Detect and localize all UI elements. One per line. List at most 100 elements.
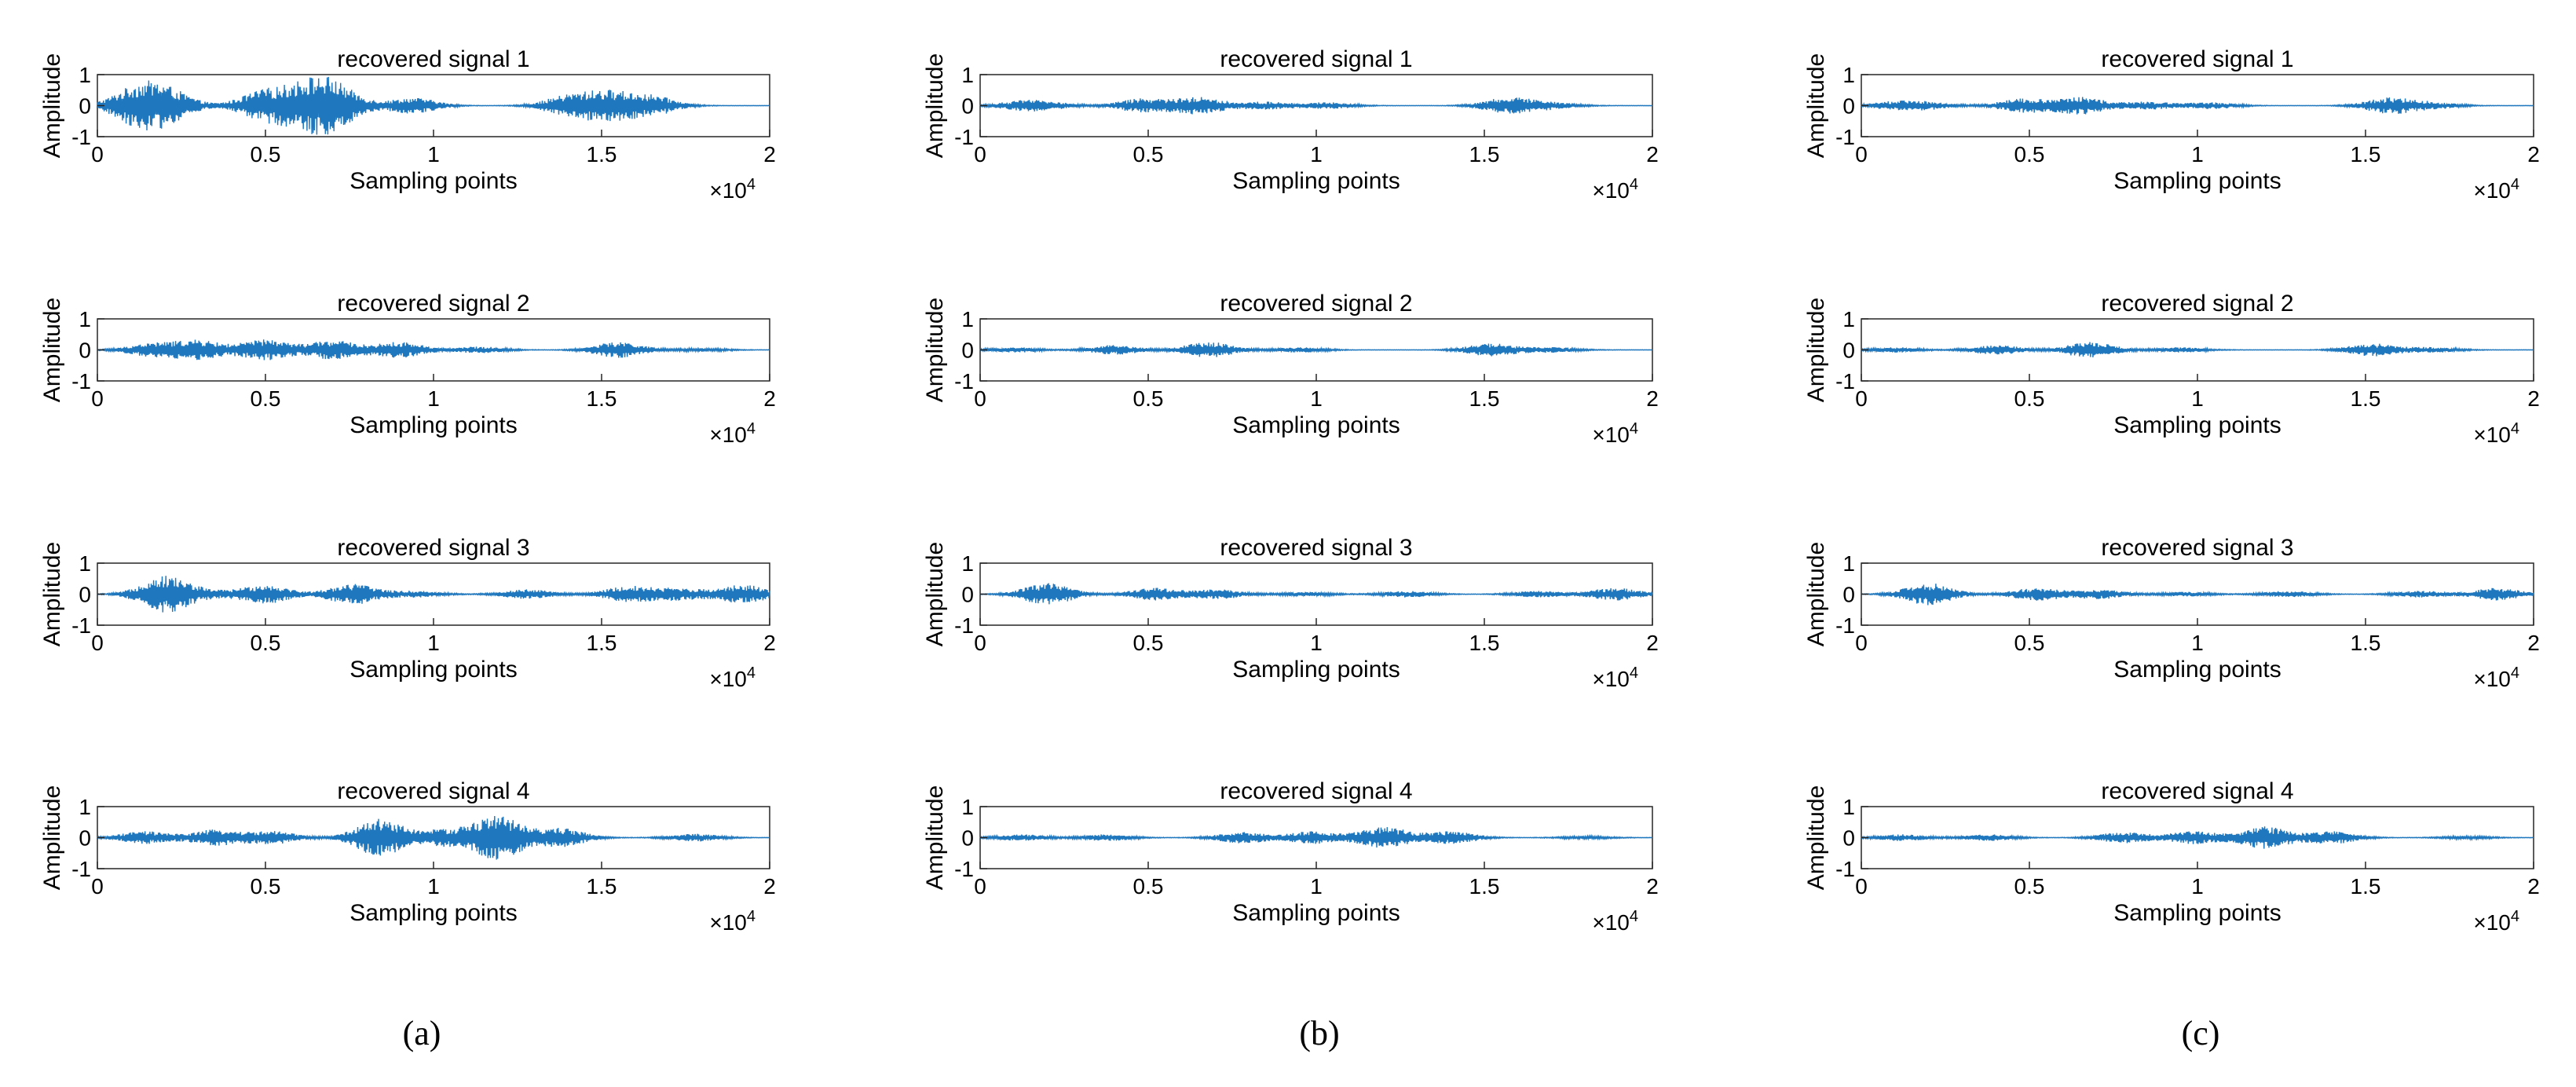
- y-tick-label: 1: [1842, 63, 1855, 87]
- panel-caption-c: (c): [2182, 1014, 2220, 1052]
- x-tick-label: 1: [2191, 386, 2204, 411]
- x-tick-label: 1: [2191, 874, 2204, 899]
- x-tick-label: 1: [427, 631, 440, 655]
- x-axis-label: Sampling points: [1232, 412, 1400, 438]
- signal-waveform: [979, 583, 1653, 605]
- y-tick-label: -1: [71, 369, 91, 393]
- x-exponent-label: ×104: [1592, 176, 1638, 203]
- x-tick-label: 0.5: [251, 631, 281, 655]
- x-tick-label: 2: [1646, 874, 1659, 899]
- x-tick-label: 2: [2527, 142, 2540, 167]
- y-tick-label: -1: [954, 613, 974, 638]
- subplot-title: recovered signal 3: [2101, 535, 2293, 561]
- signal-waveform: [97, 76, 770, 135]
- y-tick-label: 0: [961, 583, 974, 607]
- x-tick-label: 0.5: [2014, 142, 2045, 167]
- x-tick-label: 1.5: [587, 386, 617, 411]
- y-tick-label: 1: [1842, 795, 1855, 819]
- subplot-title: recovered signal 4: [337, 778, 529, 804]
- x-tick-label: 0.5: [1133, 142, 1164, 167]
- x-exponent-label: ×104: [2473, 420, 2519, 447]
- x-tick-label: 1.5: [1469, 874, 1500, 899]
- y-tick-label: -1: [1835, 613, 1855, 638]
- y-tick-label: 0: [79, 583, 91, 607]
- y-tick-label: 0: [79, 339, 91, 363]
- x-tick-label: 0: [91, 874, 104, 899]
- subplot-title: recovered signal 3: [1220, 535, 1412, 561]
- y-tick-label: 1: [961, 307, 974, 331]
- y-tick-label: -1: [71, 613, 91, 638]
- panel-caption-a: (a): [403, 1014, 441, 1052]
- y-axis-label: Amplitude: [922, 542, 948, 646]
- y-tick-label: -1: [954, 369, 974, 393]
- x-tick-label: 0: [91, 142, 104, 167]
- x-tick-label: 1.5: [1469, 631, 1500, 655]
- y-tick-label: 0: [79, 94, 91, 119]
- signal-waveform: [1861, 97, 2534, 115]
- x-tick-label: 2: [2527, 631, 2540, 655]
- x-axis-label: Sampling points: [349, 900, 517, 926]
- x-exponent-label: ×104: [709, 664, 756, 691]
- x-tick-label: 0: [974, 874, 986, 899]
- y-tick-label: 0: [961, 339, 974, 363]
- x-tick-label: 1.5: [587, 142, 617, 167]
- x-tick-label: 0: [91, 631, 104, 655]
- y-axis-label: Amplitude: [1803, 785, 1829, 890]
- y-axis-label: Amplitude: [39, 53, 65, 158]
- y-tick-label: 1: [961, 63, 974, 87]
- y-tick-label: 1: [79, 551, 91, 576]
- y-axis-label: Amplitude: [922, 298, 948, 402]
- x-tick-label: 1.5: [587, 631, 617, 655]
- x-tick-label: 1: [427, 874, 440, 899]
- x-tick-label: 1.5: [2351, 142, 2381, 167]
- subplot-title: recovered signal 1: [2101, 46, 2293, 72]
- x-axis-label: Sampling points: [2113, 412, 2281, 438]
- x-tick-label: 1.5: [2351, 631, 2381, 655]
- x-exponent-label: ×104: [709, 420, 756, 447]
- x-tick-label: 2: [763, 386, 776, 411]
- x-tick-label: 1: [2191, 142, 2204, 167]
- y-tick-label: 1: [79, 63, 91, 87]
- x-tick-label: 2: [2527, 386, 2540, 411]
- y-tick-label: 1: [79, 795, 91, 819]
- x-tick-label: 0.5: [251, 874, 281, 899]
- x-tick-label: 0.5: [2014, 386, 2045, 411]
- x-tick-label: 1.5: [1469, 142, 1500, 167]
- y-tick-label: 0: [961, 826, 974, 851]
- x-tick-label: 0.5: [1133, 874, 1164, 899]
- x-tick-label: 0: [974, 386, 986, 411]
- x-exponent-label: ×104: [2473, 176, 2519, 203]
- subplot-title: recovered signal 4: [1220, 778, 1412, 804]
- signal-waveform: [97, 815, 770, 860]
- y-axis-label: Amplitude: [922, 53, 948, 158]
- x-tick-label: 0: [1855, 874, 1868, 899]
- x-tick-label: 2: [1646, 142, 1659, 167]
- x-tick-label: 2: [1646, 631, 1659, 655]
- signal-waveform: [979, 827, 1653, 848]
- y-axis-label: Amplitude: [1803, 542, 1829, 646]
- y-tick-label: 1: [1842, 551, 1855, 576]
- y-axis-label: Amplitude: [39, 785, 65, 890]
- y-axis-label: Amplitude: [39, 542, 65, 646]
- x-tick-label: 0.5: [1133, 631, 1164, 655]
- x-exponent-label: ×104: [2473, 908, 2519, 935]
- subplot-title: recovered signal 2: [337, 291, 529, 317]
- signal-waveform: [1861, 826, 2534, 849]
- signal-waveform: [979, 342, 1653, 357]
- x-tick-label: 1: [1310, 631, 1323, 655]
- x-tick-label: 2: [763, 631, 776, 655]
- x-tick-label: 1: [2191, 631, 2204, 655]
- y-axis-label: Amplitude: [922, 785, 948, 890]
- x-axis-label: Sampling points: [1232, 900, 1400, 926]
- y-tick-label: 0: [1842, 826, 1855, 851]
- y-tick-label: 1: [1842, 307, 1855, 331]
- y-tick-label: 0: [961, 94, 974, 119]
